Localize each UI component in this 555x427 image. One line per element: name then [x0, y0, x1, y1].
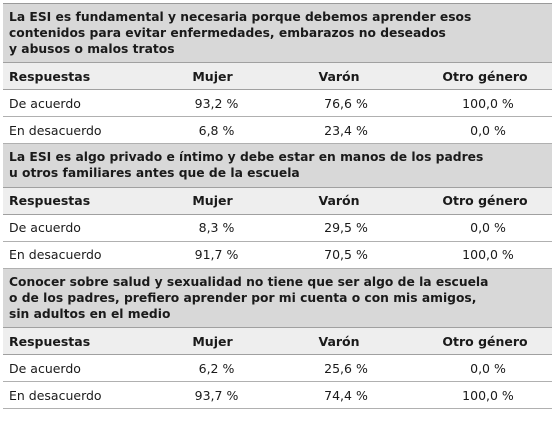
- cell-otro-genero: 0,0 %: [470, 220, 506, 236]
- header-respuestas: Respuestas: [9, 333, 91, 349]
- cell-mujer: 6,8 %: [198, 122, 235, 138]
- question-line: La ESI es algo privado e íntimo y debe e…: [9, 150, 484, 165]
- table-row: De acuerdo 93,2 % 76,6 % 100,0 %: [3, 90, 552, 118]
- cell-otro-genero: 100,0 %: [462, 95, 514, 111]
- row-label: De acuerdo: [9, 220, 81, 236]
- cell-mujer: 8,3 %: [198, 220, 235, 236]
- cell-mujer: 6,2 %: [198, 360, 235, 376]
- table-row: En desacuerdo 6,8 % 23,4 % 0,0 %: [3, 117, 552, 145]
- cell-otro-genero: 0,0 %: [470, 360, 506, 376]
- question-line: y abusos o malos tratos: [9, 41, 175, 56]
- cell-mujer: 91,7 %: [194, 247, 239, 263]
- section-1: La ESI es fundamental y necesaria porque…: [3, 4, 552, 145]
- header-varon: Varón: [318, 68, 360, 84]
- question-heading: Conocer sobre salud y sexualidad no tien…: [3, 268, 552, 329]
- question-line: sin adultos en el medio: [9, 306, 171, 321]
- question-line: o de los padres, prefiero aprender por m…: [9, 290, 477, 305]
- table-row: De acuerdo 8,3 % 29,5 % 0,0 %: [3, 215, 552, 242]
- header-otro-genero: Otro género: [442, 68, 528, 84]
- header-mujer: Mujer: [192, 333, 233, 349]
- table-row: En desacuerdo 91,7 % 70,5 % 100,0 %: [3, 242, 552, 269]
- cell-otro-genero: 100,0 %: [462, 247, 514, 263]
- section-3: Conocer sobre salud y sexualidad no tien…: [3, 268, 552, 410]
- header-varon: Varón: [318, 333, 360, 349]
- row-label: De acuerdo: [9, 360, 81, 376]
- table-header-row: Respuestas Mujer Varón Otro género: [3, 328, 552, 356]
- cell-otro-genero: 100,0 %: [462, 387, 514, 403]
- header-mujer: Mujer: [192, 193, 233, 209]
- header-mujer: Mujer: [192, 68, 233, 84]
- survey-table: La ESI es fundamental y necesaria porque…: [3, 3, 552, 410]
- header-respuestas: Respuestas: [9, 68, 91, 84]
- section-2: La ESI es algo privado e íntimo y debe e…: [3, 144, 552, 269]
- cell-varon: 70,5 %: [324, 247, 368, 263]
- table-header-row: Respuestas Mujer Varón Otro género: [3, 187, 552, 215]
- question-heading: La ESI es fundamental y necesaria porque…: [3, 4, 552, 64]
- question-line: La ESI es fundamental y necesaria porque…: [9, 10, 472, 24]
- table-header-row: Respuestas Mujer Varón Otro género: [3, 63, 552, 91]
- question-line: contenidos para evitar enfermedades, emb…: [9, 25, 446, 40]
- cell-varon: 25,6 %: [324, 360, 368, 376]
- cell-varon: 76,6 %: [324, 95, 368, 111]
- header-respuestas: Respuestas: [9, 193, 91, 209]
- row-label: En desacuerdo: [9, 122, 102, 138]
- table-row: De acuerdo 6,2 % 25,6 % 0,0 %: [3, 355, 552, 383]
- question-heading: La ESI es algo privado e íntimo y debe e…: [3, 144, 552, 188]
- question-line: u otros familiares antes que de la escue…: [9, 166, 300, 181]
- header-otro-genero: Otro género: [442, 333, 528, 349]
- question-line: Conocer sobre salud y sexualidad no tien…: [9, 274, 489, 289]
- table-row: En desacuerdo 93,7 % 74,4 % 100,0 %: [3, 382, 552, 410]
- row-label: De acuerdo: [9, 95, 81, 111]
- header-varon: Varón: [318, 193, 360, 209]
- cell-varon: 74,4 %: [324, 387, 368, 403]
- header-otro-genero: Otro género: [442, 193, 528, 209]
- row-label: En desacuerdo: [9, 247, 102, 263]
- cell-mujer: 93,2 %: [194, 95, 239, 111]
- cell-varon: 23,4 %: [324, 122, 368, 138]
- cell-varon: 29,5 %: [324, 220, 368, 236]
- row-label: En desacuerdo: [9, 387, 102, 403]
- cell-otro-genero: 0,0 %: [470, 122, 506, 138]
- cell-mujer: 93,7 %: [194, 387, 239, 403]
